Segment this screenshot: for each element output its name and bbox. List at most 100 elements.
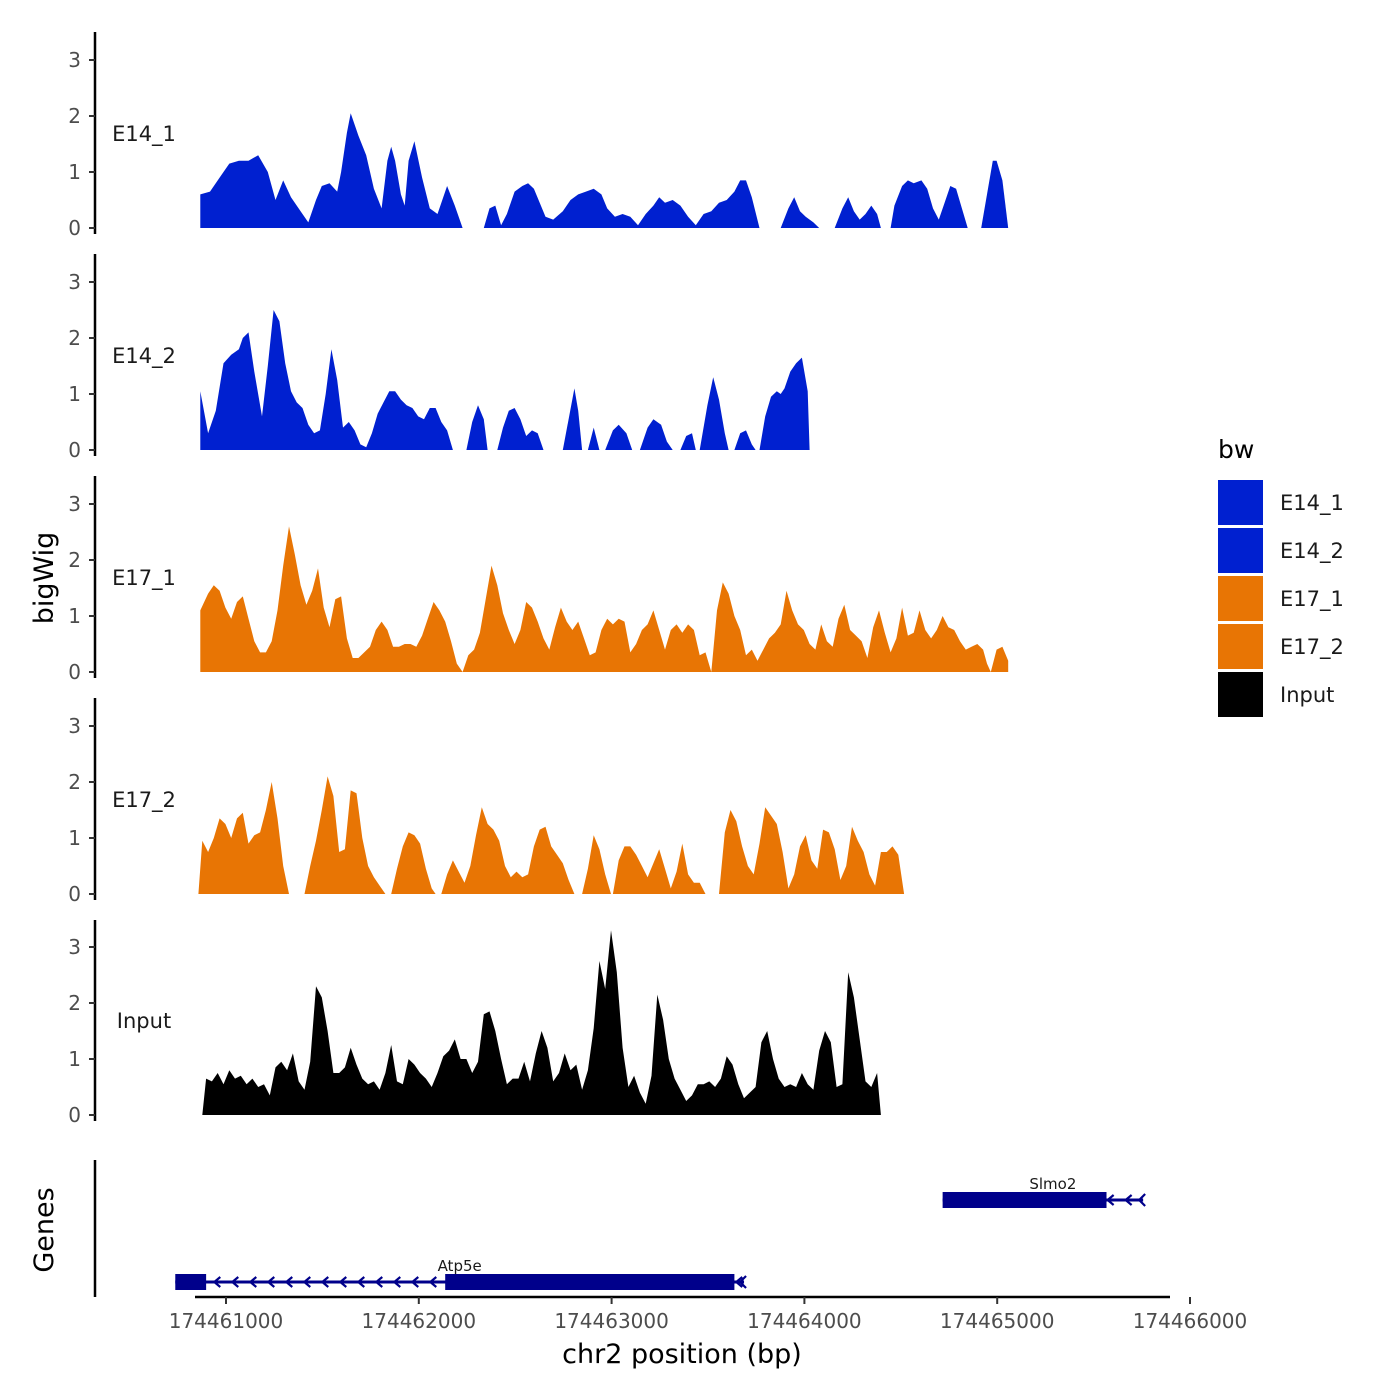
x-axis-title: chr2 position (bp) [562,1339,802,1370]
signal-area-e14-2 [639,419,673,450]
x-axis: 174461000 174462000 174463000 174464000 1744… [169,1295,1248,1333]
track-label: E17_1 [112,566,176,591]
signal-area-input [202,930,881,1115]
signal-area-e14-2 [680,433,696,450]
y-tick-label: 1 [68,1047,81,1071]
legend-label: E14_1 [1280,491,1344,516]
signal-area-e14-2 [200,310,453,450]
y-tick-label: 2 [68,104,81,128]
strand-chevron [212,1276,221,1288]
strand-chevron [230,1276,239,1288]
signal-area-e14-2 [699,377,729,450]
strand-chevron [428,1276,437,1288]
legend-swatch [1218,480,1263,525]
signal-area-e14-1 [981,160,1009,228]
signal-area-e17-2 [441,807,575,894]
track-e14-2: 0 1 2 3 E14_2 [68,254,810,462]
strand-chevron [248,1276,257,1288]
signal-area-e17-1 [200,526,1009,672]
track-e17-1: 0 1 2 3 E17_1 [68,476,1009,684]
track-label: E14_2 [112,344,176,369]
y-tick-label: 0 [68,1103,81,1127]
legend-title: bw [1218,435,1254,464]
track-input: 0 1 2 3 Input [68,920,881,1127]
signal-area-e17-2 [391,832,436,894]
x-tick-label: 174462000 [362,1309,477,1333]
gene-label: Atp5e [438,1257,482,1275]
y-tick-label: 1 [68,160,81,184]
signal-area-e14-2 [587,427,600,450]
strand-chevron [734,1276,743,1288]
signal-area-e17-2 [582,835,611,894]
y-tick-label: 3 [68,270,81,294]
legend-label: Input [1280,683,1334,707]
legend-label: E14_2 [1280,539,1344,564]
y-tick-label: 1 [68,382,81,406]
track-label: E14_1 [112,122,176,147]
legend-swatch [1218,528,1263,573]
y-tick-label: 2 [68,548,81,572]
signal-area-e14-2 [497,408,544,450]
signal-area-e14-1 [834,197,881,228]
signal-area-e14-1 [200,113,463,228]
legend-label: E17_1 [1280,587,1344,612]
strand-chevron [356,1276,365,1288]
strand-chevron [320,1276,329,1288]
strand-chevron [284,1276,293,1288]
y-tick-label: 3 [68,492,81,516]
y-tick-label: 3 [68,48,81,72]
y-tick-label: 1 [68,826,81,850]
gene-slmo2: Slmo2 [942,1175,1146,1208]
y-axis-title: bigWig [29,532,60,625]
gene-exon [175,1274,207,1290]
strand-chevron [374,1276,383,1288]
y-tick-label: 2 [68,991,81,1015]
signal-area-e14-2 [562,388,583,450]
strand-chevron [410,1276,419,1288]
gene-exon [445,1274,735,1290]
signal-area-e17-2 [719,807,905,894]
signal-area-e17-2 [304,776,386,894]
y-tick-label: 3 [68,935,81,959]
signal-area-e14-1 [483,180,760,228]
signal-area-e14-2 [759,357,810,450]
y-tick-label: 0 [68,438,81,462]
legend-swatch [1218,624,1263,669]
y-tick-label: 2 [68,326,81,350]
x-tick-label: 174463000 [554,1309,669,1333]
x-tick-label: 174466000 [1133,1309,1248,1333]
y-tick-label: 2 [68,770,81,794]
signal-area-e14-2 [605,424,633,450]
y-tick-label: 0 [68,216,81,240]
signal-area-e17-2 [612,843,706,894]
legend-label: E17_2 [1280,635,1344,660]
x-tick-label: 174464000 [747,1309,862,1333]
strand-chevron [1105,1194,1115,1206]
y-tick-label: 3 [68,714,81,738]
track-label: E17_2 [112,788,176,813]
track-e14-1: 0 1 2 3 E14_1 [68,32,1009,240]
strand-chevron [392,1276,401,1288]
signal-area-e14-1 [890,180,968,228]
x-tick-label: 174465000 [940,1309,1055,1333]
signal-area-e17-2 [198,782,289,894]
strand-chevron [302,1276,311,1288]
gene-exon [942,1192,1107,1208]
strand-chevron [1123,1194,1133,1206]
strand-chevron [338,1276,347,1288]
genes-axis-title: Genes [29,1187,60,1272]
legend-swatch [1218,576,1263,621]
track-e17-2: 0 1 2 3 E17_2 [68,698,905,906]
y-tick-label: 0 [68,882,81,906]
y-tick-label: 1 [68,604,81,628]
legend-swatch [1218,672,1263,717]
strand-chevron [738,1275,747,1289]
signal-area-e14-2 [734,430,756,450]
genes-track: Atp5e Slmo2 [93,1160,1146,1297]
legend: bw E14_1 E14_2 E17_1 E17_2 Input [1218,435,1344,717]
track-label: Input [117,1009,171,1033]
signal-area-e14-1 [780,197,820,228]
strand-chevron [266,1276,275,1288]
bigwig-tracks: 0 1 2 3 E14_1 0 1 2 3 E14_2 0 1 2 3 E17_1 0 1 2 3 E17_2 0 1 2 3… [68,32,1009,1127]
